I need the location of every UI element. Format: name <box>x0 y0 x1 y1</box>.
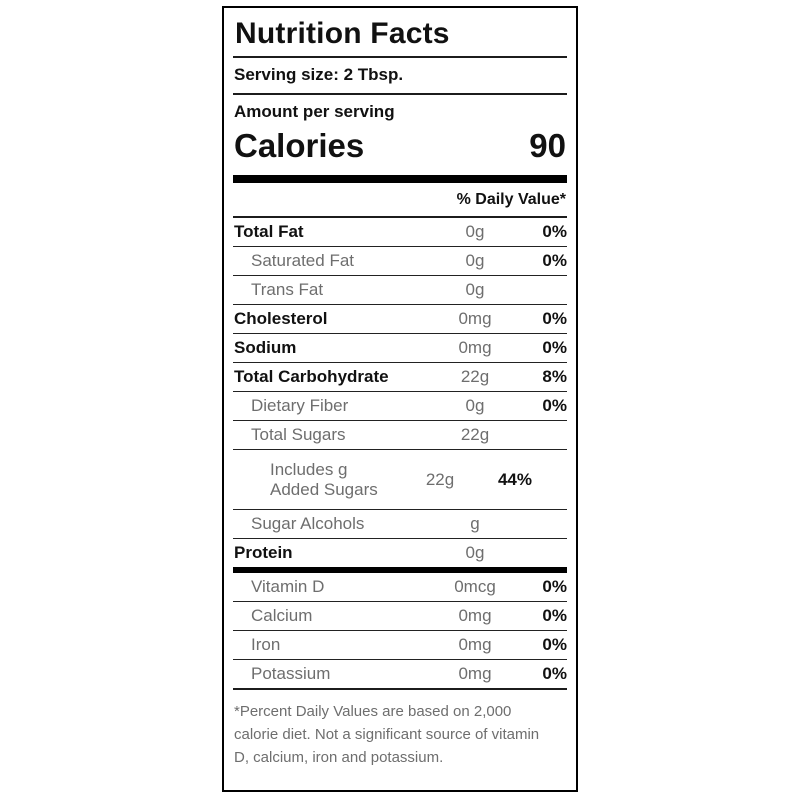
micronutrient-daily-value: 0% <box>542 577 567 596</box>
micronutrient-amount: 0mg <box>458 606 492 625</box>
nutrient-name: Trans Fat <box>251 280 324 299</box>
calories-label: Calories <box>234 127 365 164</box>
nutrient-daily-value: 0% <box>542 222 567 241</box>
nutrient-name: Includes g Added Sugars <box>270 459 378 499</box>
micronutrient-row-potassium: Potassium 0mg 0% <box>233 660 567 688</box>
nutrient-daily-value: 0% <box>542 396 567 415</box>
nutrition-facts-label: Nutrition Facts Serving size: 2 Tbsp. Am… <box>222 6 578 792</box>
nutrient-amount: 22g <box>460 425 490 444</box>
micronutrient-name: Vitamin D <box>251 577 325 596</box>
nutrient-row-added-sugars: Includes g Added Sugars 22g 44% <box>233 450 567 510</box>
micronutrient-name: Potassium <box>251 664 331 683</box>
nutrient-name: Cholesterol <box>234 309 328 328</box>
nutrient-daily-value: 0% <box>542 338 567 357</box>
nutrient-row-total-sugars: Total Sugars 22g <box>233 421 567 450</box>
label-title: Nutrition Facts <box>235 17 450 50</box>
micronutrient-name: Iron <box>251 635 281 654</box>
micronutrient-daily-value: 0% <box>542 664 567 683</box>
micronutrient-row-vitamin-d: Vitamin D 0mcg 0% <box>233 573 567 602</box>
medium-separator-bar <box>233 567 567 573</box>
nutrient-amount: 22g <box>460 367 490 386</box>
nutrient-row-saturated-fat: Saturated Fat 0g 0% <box>233 247 567 276</box>
calories-row: Calories 90 <box>233 122 567 175</box>
nutrient-row-cholesterol: Cholesterol 0mg 0% <box>233 305 567 334</box>
micronutrient-row-iron: Iron 0mg 0% <box>233 631 567 660</box>
nutrient-amount: 0g <box>465 396 485 415</box>
daily-value-footnote: *Percent Daily Values are based on 2,000… <box>234 703 540 766</box>
nutrient-name: Total Carbohydrate <box>234 367 389 386</box>
nutrient-amount: 0g <box>465 543 485 562</box>
micronutrient-amount: 0mcg <box>454 577 496 596</box>
nutrient-row-sodium: Sodium 0mg 0% <box>233 334 567 363</box>
nutrient-amount: 0g <box>465 280 485 299</box>
nutrient-amount: 0g <box>465 251 485 270</box>
micronutrient-amount: 0mg <box>458 635 492 654</box>
nutrient-row-total-fat: Total Fat 0g 0% <box>233 218 567 247</box>
nutrient-row-trans-fat: Trans Fat 0g <box>233 276 567 305</box>
amount-per-serving-text: Amount per serving <box>234 102 395 121</box>
nutrient-name: Sugar Alcohols <box>251 514 365 533</box>
nutrient-row-dietary-fiber: Dietary Fiber 0g 0% <box>233 392 567 421</box>
micronutrient-name: Calcium <box>251 606 313 625</box>
nutrient-amount: 0mg <box>458 338 492 357</box>
nutrient-row-total-carbohydrate: Total Carbohydrate 22g 8% <box>233 363 567 392</box>
nutrient-name: Total Fat <box>234 222 304 241</box>
nutrient-name: Saturated Fat <box>251 251 355 270</box>
nutrient-name: Dietary Fiber <box>251 396 349 415</box>
nutrient-name: Total Sugars <box>251 425 346 444</box>
nutrient-name: Sodium <box>234 338 297 357</box>
micronutrient-daily-value: 0% <box>542 635 567 654</box>
nutrient-amount: g <box>470 514 480 533</box>
micronutrient-daily-value: 0% <box>542 606 567 625</box>
divider <box>233 93 567 95</box>
divider <box>233 56 567 58</box>
divider <box>233 688 567 690</box>
nutrient-daily-value: 0% <box>542 309 567 328</box>
daily-value-header: % Daily Value* <box>233 183 567 218</box>
micronutrient-row-calcium: Calcium 0mg 0% <box>233 602 567 631</box>
calories-value: 90 <box>529 127 566 164</box>
nutrient-row-sugar-alcohols: Sugar Alcohols g <box>233 510 567 539</box>
nutrient-row-protein: Protein 0g <box>233 539 567 567</box>
nutrient-amount: 22g <box>425 469 455 489</box>
nutrient-amount: 0mg <box>458 309 492 328</box>
thick-separator-bar <box>233 175 567 183</box>
micronutrient-amount: 0mg <box>458 664 492 683</box>
serving-size-text: Serving size: 2 Tbsp. <box>234 65 404 84</box>
nutrient-daily-value: 0% <box>542 251 567 270</box>
nutrient-daily-value: 8% <box>542 367 567 386</box>
nutrient-daily-value: 44% <box>497 469 532 489</box>
nutrient-name: Protein <box>234 543 293 562</box>
nutrient-amount: 0g <box>465 222 485 241</box>
